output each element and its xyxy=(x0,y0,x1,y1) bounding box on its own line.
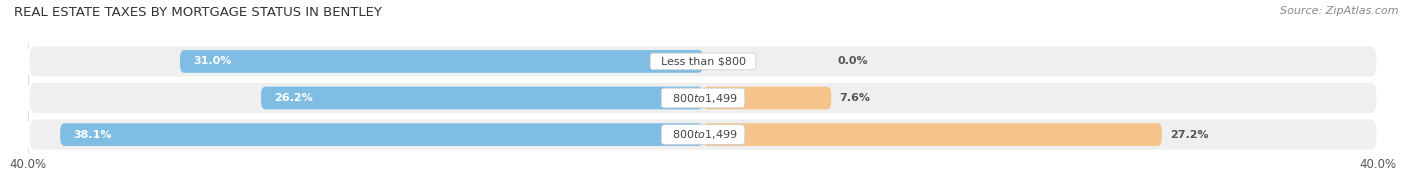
Text: 26.2%: 26.2% xyxy=(274,93,314,103)
FancyBboxPatch shape xyxy=(28,118,1378,151)
Text: 7.6%: 7.6% xyxy=(839,93,870,103)
Text: REAL ESTATE TAXES BY MORTGAGE STATUS IN BENTLEY: REAL ESTATE TAXES BY MORTGAGE STATUS IN … xyxy=(14,6,382,19)
FancyBboxPatch shape xyxy=(180,50,703,73)
Text: 0.0%: 0.0% xyxy=(838,56,869,66)
Text: $800 to $1,499: $800 to $1,499 xyxy=(665,92,741,104)
Text: 27.2%: 27.2% xyxy=(1170,130,1209,140)
Text: $800 to $1,499: $800 to $1,499 xyxy=(665,128,741,141)
FancyBboxPatch shape xyxy=(60,123,703,146)
FancyBboxPatch shape xyxy=(703,123,1161,146)
Text: Source: ZipAtlas.com: Source: ZipAtlas.com xyxy=(1281,6,1399,16)
Text: 31.0%: 31.0% xyxy=(194,56,232,66)
Text: Less than $800: Less than $800 xyxy=(654,56,752,66)
FancyBboxPatch shape xyxy=(28,45,1378,78)
FancyBboxPatch shape xyxy=(703,87,831,109)
FancyBboxPatch shape xyxy=(28,82,1378,114)
FancyBboxPatch shape xyxy=(262,87,703,109)
Text: 38.1%: 38.1% xyxy=(73,130,112,140)
